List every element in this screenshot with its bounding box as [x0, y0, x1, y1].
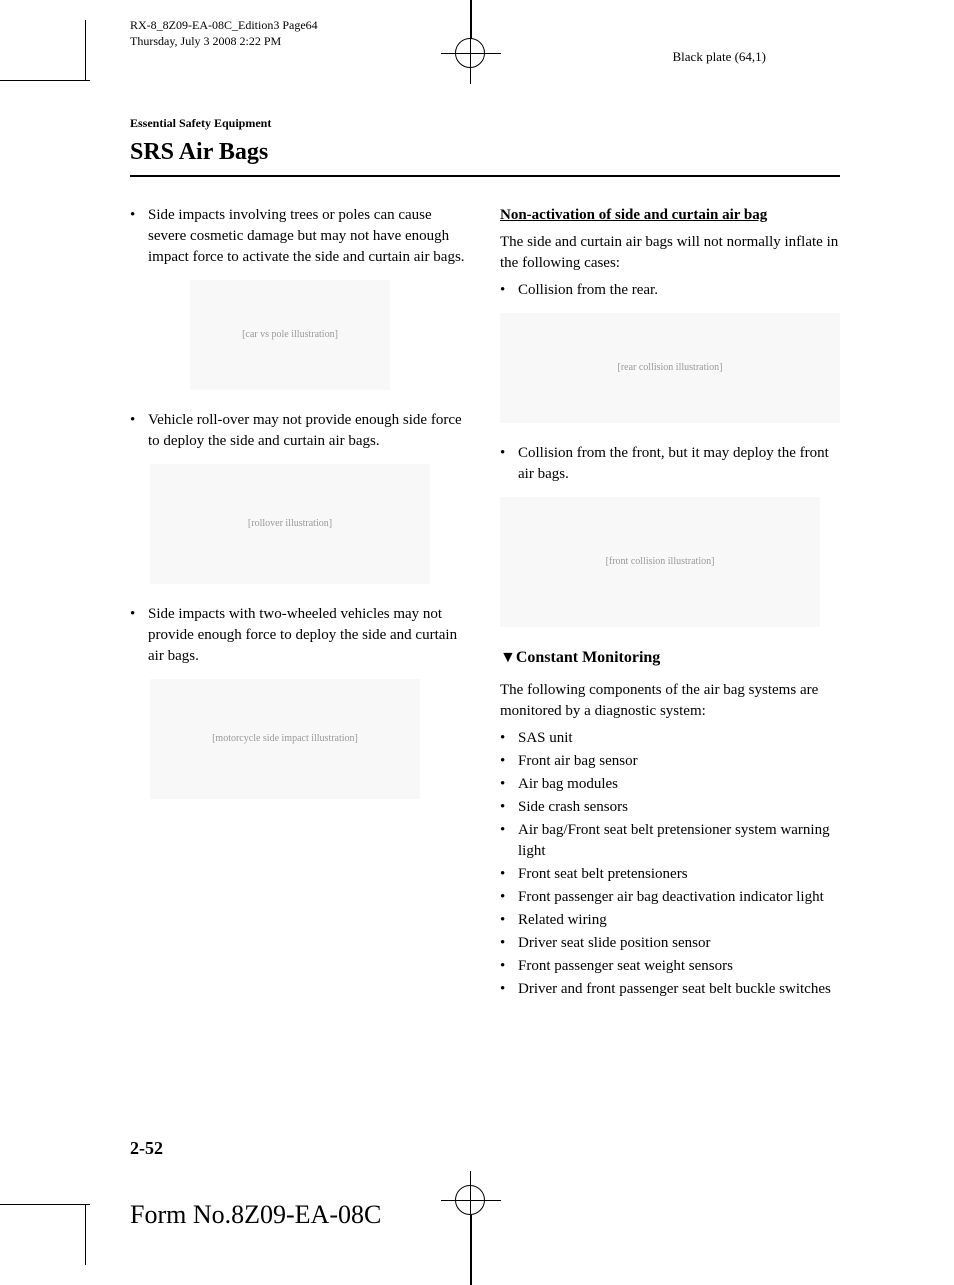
bullet-icon: • [130, 205, 148, 268]
list-item-text: Front passenger air bag deactivation ind… [518, 887, 840, 908]
crop-mark [0, 1204, 90, 1205]
list-item-text: Collision from the rear. [518, 280, 840, 301]
two-column-layout: • Side impacts involving trees or poles … [130, 205, 840, 1001]
list-item-text: Side crash sensors [518, 797, 840, 818]
bullet-icon: • [500, 979, 518, 1000]
bullet-icon: • [500, 864, 518, 885]
list-item: •Front passenger seat weight sensors [500, 956, 840, 977]
list-item: •SAS unit [500, 728, 840, 749]
title-rule [130, 175, 840, 177]
bullet-icon: • [500, 797, 518, 818]
page-number: 2-52 [130, 1136, 163, 1161]
crop-mark [85, 1205, 86, 1265]
registration-mark-icon [455, 1185, 485, 1215]
bullet-icon: • [500, 910, 518, 931]
list-item: •Air bag/Front seat belt pretensioner sy… [500, 820, 840, 862]
section-title: SRS Air Bags [130, 136, 840, 170]
list-item: • Collision from the rear. [500, 280, 840, 301]
list-item-text: Air bag/Front seat belt pretensioner sys… [518, 820, 840, 862]
list-item: •Front seat belt pretensioners [500, 864, 840, 885]
list-item-text: Collision from the front, but it may dep… [518, 443, 840, 485]
list-item: •Front air bag sensor [500, 751, 840, 772]
figure-motorcycle-impact: [motorcycle side impact illustration] [150, 679, 420, 799]
bullet-icon: • [500, 774, 518, 795]
list-item: • Side impacts involving trees or poles … [130, 205, 470, 268]
print-header: RX-8_8Z09-EA-08C_Edition3 Page64 Thursda… [130, 18, 318, 49]
list-item-text: Vehicle roll-over may not provide enough… [148, 410, 470, 452]
subsection-heading: ▼Constant Monitoring [500, 647, 840, 669]
list-item-text: Related wiring [518, 910, 840, 931]
list-item: • Vehicle roll-over may not provide enou… [130, 410, 470, 452]
crop-mark [85, 20, 86, 80]
list-item: •Related wiring [500, 910, 840, 931]
list-item-text: Side impacts with two-wheeled vehicles m… [148, 604, 470, 667]
right-column: Non-activation of side and curtain air b… [500, 205, 840, 1001]
bullet-icon: • [500, 820, 518, 862]
subsection-heading: Non-activation of side and curtain air b… [500, 205, 840, 226]
figure-rear-collision: [rear collision illustration] [500, 313, 840, 423]
paragraph: The following components of the air bag … [500, 680, 840, 722]
list-item-text: Driver seat slide position sensor [518, 933, 840, 954]
figure-rollover: [rollover illustration] [150, 464, 430, 584]
list-item-text: SAS unit [518, 728, 840, 749]
list-item: •Side crash sensors [500, 797, 840, 818]
left-column: • Side impacts involving trees or poles … [130, 205, 470, 1001]
registration-mark-icon [455, 38, 485, 68]
figure-pole-impact: [car vs pole illustration] [190, 280, 390, 390]
list-item: • Side impacts with two-wheeled vehicles… [130, 604, 470, 667]
figure-front-collision: [front collision illustration] [500, 497, 820, 627]
bullet-icon: • [130, 410, 148, 452]
bullet-icon: • [500, 933, 518, 954]
bullet-icon: • [500, 728, 518, 749]
print-timestamp: Thursday, July 3 2008 2:22 PM [130, 34, 318, 50]
list-item: •Driver and front passenger seat belt bu… [500, 979, 840, 1000]
list-item-text: Front air bag sensor [518, 751, 840, 772]
bullet-icon: • [500, 443, 518, 485]
list-item-text: Side impacts involving trees or poles ca… [148, 205, 470, 268]
monitor-list: •SAS unit •Front air bag sensor •Air bag… [500, 728, 840, 1000]
bullet-icon: • [130, 604, 148, 667]
list-item: • Collision from the front, but it may d… [500, 443, 840, 485]
page-content: Essential Safety Equipment SRS Air Bags … [130, 115, 840, 1002]
bullet-icon: • [500, 751, 518, 772]
list-item-text: Air bag modules [518, 774, 840, 795]
crop-mark [0, 80, 90, 81]
doc-id: RX-8_8Z09-EA-08C_Edition3 Page64 [130, 18, 318, 34]
list-item-text: Driver and front passenger seat belt buc… [518, 979, 840, 1000]
bullet-icon: • [500, 280, 518, 301]
list-item-text: Front seat belt pretensioners [518, 864, 840, 885]
bullet-icon: • [500, 887, 518, 908]
list-item: •Front passenger air bag deactivation in… [500, 887, 840, 908]
bullet-icon: • [500, 956, 518, 977]
list-item-text: Front passenger seat weight sensors [518, 956, 840, 977]
form-number: Form No.8Z09-EA-08C [130, 1197, 381, 1233]
list-item: •Air bag modules [500, 774, 840, 795]
section-label: Essential Safety Equipment [130, 115, 840, 132]
plate-info: Black plate (64,1) [673, 48, 767, 66]
list-item: •Driver seat slide position sensor [500, 933, 840, 954]
paragraph: The side and curtain air bags will not n… [500, 232, 840, 274]
